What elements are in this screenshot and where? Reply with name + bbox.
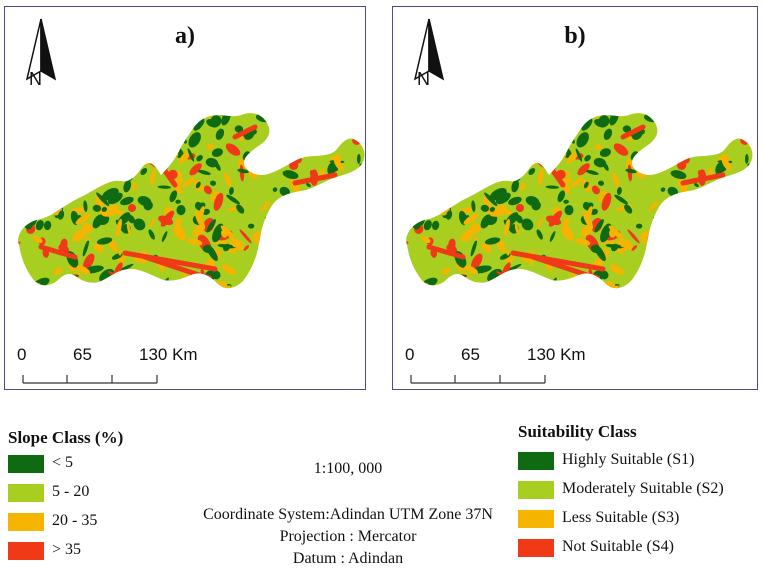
- scale-label-130: 130 Km: [527, 345, 586, 364]
- suit-swatch-3: [518, 510, 554, 528]
- north-arrow-icon: [25, 18, 57, 81]
- scale-label-0: 0: [17, 345, 27, 364]
- projection-text: Projection : Mercator: [279, 528, 417, 545]
- slope-swatch-3: [8, 513, 44, 531]
- panel-label-a: a): [175, 23, 195, 49]
- suit-swatch-4: [518, 539, 554, 557]
- datum-text: Datum : Adindan: [292, 550, 404, 567]
- slope-swatch-4: [8, 542, 44, 560]
- suit-swatch-1: [518, 452, 554, 470]
- scale-label-0: 0: [405, 345, 415, 364]
- north-label: N: [417, 69, 430, 89]
- slope-swatch-1: [8, 455, 44, 473]
- slope-legend-title: Slope Class (%): [8, 428, 124, 447]
- suit-label-2: Moderately Suitable (S2): [562, 480, 724, 497]
- suitability-map: [406, 113, 753, 289]
- suitability-legend-title: Suitability Class: [518, 422, 637, 441]
- panel-label-b: b): [564, 23, 586, 49]
- scale-label-65: 65: [73, 345, 92, 364]
- slope-label-2: 5 - 20: [52, 483, 90, 500]
- suit-label-3: Less Suitable (S3): [562, 509, 680, 526]
- scale-bar-line: [410, 375, 546, 384]
- north-label: N: [29, 69, 42, 89]
- slope-swatch-2: [8, 484, 44, 502]
- scale-bar-line: [22, 375, 158, 384]
- suit-swatch-2: [518, 481, 554, 499]
- scale-label-130: 130 Km: [139, 345, 198, 364]
- slope-label-3: 20 - 35: [52, 512, 98, 529]
- map-panel-b: b) N 0 65 130 Km: [392, 6, 758, 390]
- slope-label-1: < 5: [52, 454, 74, 471]
- scale-bar: 0 65 130 Km: [405, 345, 605, 389]
- slope-map: [18, 113, 365, 289]
- coordinate-system-text: Coordinate System:Adindan UTM Zone 37N: [203, 506, 493, 523]
- map-panel-a: a) N 0 65 130 Km: [4, 6, 366, 390]
- scale-label-65: 65: [461, 345, 480, 364]
- scale-bar: 0 65 130 Km: [17, 345, 217, 389]
- suit-label-4: Not Suitable (S4): [562, 538, 674, 555]
- suit-label-1: Highly Suitable (S1): [562, 451, 695, 468]
- slope-label-4: > 35: [52, 541, 82, 558]
- north-arrow-icon: [413, 18, 445, 81]
- map-scale-text: 1:100, 000: [313, 460, 383, 477]
